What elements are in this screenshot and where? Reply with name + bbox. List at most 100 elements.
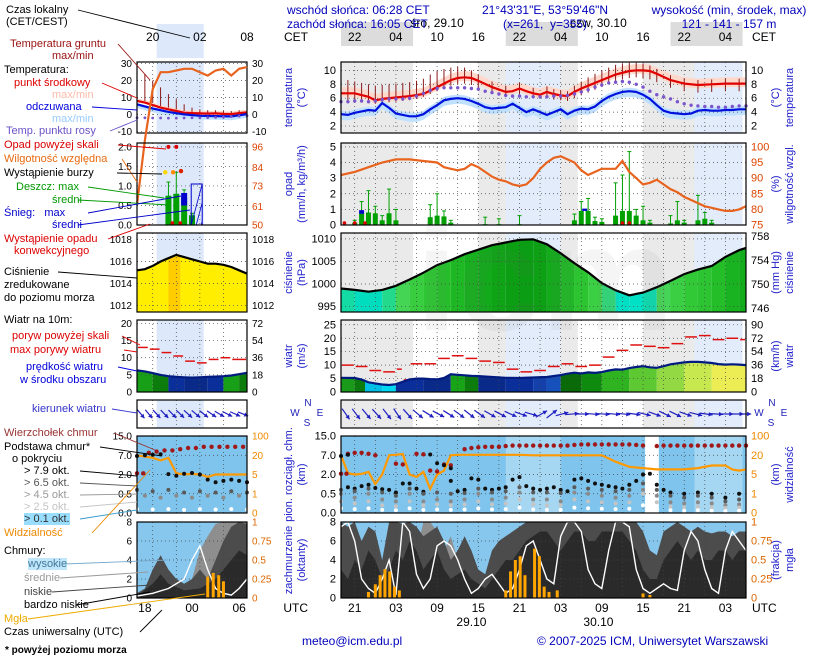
svg-text:2: 2 (751, 121, 757, 133)
legend-label-1: (CET/CEST) (6, 16, 68, 28)
svg-text:10: 10 (252, 93, 264, 104)
svg-text:1: 1 (330, 204, 336, 216)
svg-text:754: 754 (751, 255, 769, 267)
svg-text:61: 61 (252, 202, 264, 213)
svg-text:0.0: 0.0 (118, 509, 132, 520)
legend-label-21: do poziomu morza (4, 292, 95, 304)
svg-text:758: 758 (751, 231, 769, 243)
svg-text:2: 2 (330, 188, 336, 200)
svg-text:36: 36 (751, 360, 763, 372)
svg-text:15: 15 (121, 336, 133, 347)
svg-text:18: 18 (138, 601, 152, 615)
svg-text:-10: -10 (252, 127, 267, 138)
copyright-text: © 2007-2025 ICM, Uniwersytet Warszawski (537, 634, 769, 648)
legend-label-19: Ciśnienie (4, 266, 50, 278)
svg-text:7.0: 7.0 (321, 450, 336, 462)
sunrise-text: wschód słońca: 06:28 CET (287, 3, 430, 17)
svg-text:90: 90 (751, 319, 763, 331)
svg-text:30.10: 30.10 (583, 615, 613, 629)
legend-label-3: max/min (52, 50, 94, 62)
svg-text:04: 04 (389, 30, 403, 44)
svg-text:mgła: mgła (784, 547, 796, 572)
svg-text:21: 21 (678, 601, 692, 615)
svg-text:04: 04 (554, 30, 568, 44)
svg-text:20: 20 (252, 451, 264, 462)
mini-pressure-panel: 1018 1016 1014 1012 1018 1016 1014 1012 (110, 232, 275, 313)
legend-label-34: > 2.5 okt. (24, 501, 70, 513)
svg-text:2: 2 (126, 575, 132, 586)
svg-text:śro, 29.10: śro, 29.10 (410, 16, 464, 30)
svg-text:W: W (290, 408, 300, 419)
svg-text:zachmurzenie: zachmurzenie (283, 526, 295, 594)
legend-label-35: > 0.1 okt. (24, 513, 70, 525)
svg-text:(km): (km) (770, 464, 782, 486)
leader-lines (27, 9, 206, 633)
svg-text:1005: 1005 (312, 256, 336, 268)
legend-label-6: max/min (52, 89, 94, 101)
legend-label-42: Mgła (4, 613, 28, 625)
svg-text:4: 4 (330, 555, 336, 567)
svg-text:36: 36 (252, 353, 264, 364)
svg-text:0.5: 0.5 (252, 556, 266, 567)
main-pressure-panel: 1010 1005 1000 995 758 754 750 746 (312, 231, 770, 315)
legend-label-40: niskie (24, 586, 53, 598)
svg-text:4: 4 (330, 107, 336, 119)
mini-cloudiness-panel: 8 6 4 2 0 1 0.75 0.5 0.25 0 (126, 518, 271, 605)
svg-text:4: 4 (126, 556, 132, 567)
svg-text:90: 90 (751, 173, 763, 185)
svg-text:29.10: 29.10 (456, 615, 486, 629)
legend-label-16: średni (52, 219, 82, 231)
svg-text:1: 1 (751, 488, 757, 500)
svg-text:1016: 1016 (110, 257, 133, 268)
svg-text:4: 4 (751, 107, 757, 119)
svg-text:czw, 30.10: czw, 30.10 (570, 16, 627, 30)
svg-text:W: W (754, 408, 764, 419)
svg-text:10: 10 (430, 30, 444, 44)
svg-text:1: 1 (252, 518, 258, 529)
svg-text:10: 10 (121, 93, 133, 104)
svg-text:CET: CET (752, 30, 777, 44)
svg-text:15: 15 (636, 601, 650, 615)
svg-text:2: 2 (330, 121, 336, 133)
altitude-label: wysokość (min, środek, max) (651, 3, 807, 17)
svg-text:10: 10 (751, 65, 763, 77)
contact-email-link[interactable]: meteo@icm.edu.pl (302, 634, 403, 648)
svg-text:96: 96 (252, 142, 264, 153)
svg-text:0.75: 0.75 (252, 537, 272, 548)
svg-text:5: 5 (751, 469, 757, 481)
svg-text:0: 0 (751, 387, 757, 399)
svg-text:2.0: 2.0 (118, 470, 132, 481)
legend-label-33: > 4.5 okt. (24, 489, 70, 501)
svg-text:22: 22 (678, 30, 692, 44)
legend-label-11: Wilgotność względna (4, 153, 108, 165)
mini-temperature-panel: 30 20 10 0 -10 30 20 10 0 -10 (118, 59, 267, 138)
svg-text:08: 08 (240, 30, 254, 44)
svg-text:03: 03 (719, 601, 733, 615)
svg-text:-10: -10 (118, 127, 133, 138)
svg-text:pion. rozciągł. chm.: pion. rozciągł. chm. (283, 427, 295, 522)
svg-text:E: E (317, 408, 324, 419)
legend-label-31: > 7.9 okt. (24, 465, 70, 477)
svg-text:22: 22 (348, 30, 362, 44)
svg-text:20: 20 (252, 76, 264, 87)
mini-wind-panel: 20 15 10 5 0 72 54 36 18 0 (121, 319, 264, 399)
legend-label-12: Wystąpienie burzy (4, 167, 94, 179)
legend-label-38: wysokie (28, 558, 68, 570)
svg-text:E: E (781, 408, 788, 419)
legend-label-15: Śnieg: max (4, 207, 66, 219)
svg-text:(mm Hg): (mm Hg) (770, 251, 782, 294)
svg-text:16: 16 (636, 30, 650, 44)
svg-text:84: 84 (252, 163, 264, 174)
svg-text:(mm/h, kg/m³/h): (mm/h, kg/m³/h) (296, 145, 308, 223)
svg-text:15.0: 15.0 (315, 431, 336, 443)
svg-text:16: 16 (472, 30, 486, 44)
svg-text:54: 54 (252, 336, 264, 347)
svg-text:1012: 1012 (110, 301, 133, 312)
svg-text:0: 0 (330, 387, 336, 399)
main-cloudiness-panel: 8 6 4 2 0 1 0.75 0.5 0.25 0 (330, 517, 773, 605)
svg-text:0: 0 (252, 594, 258, 605)
svg-text:100: 100 (751, 141, 769, 153)
